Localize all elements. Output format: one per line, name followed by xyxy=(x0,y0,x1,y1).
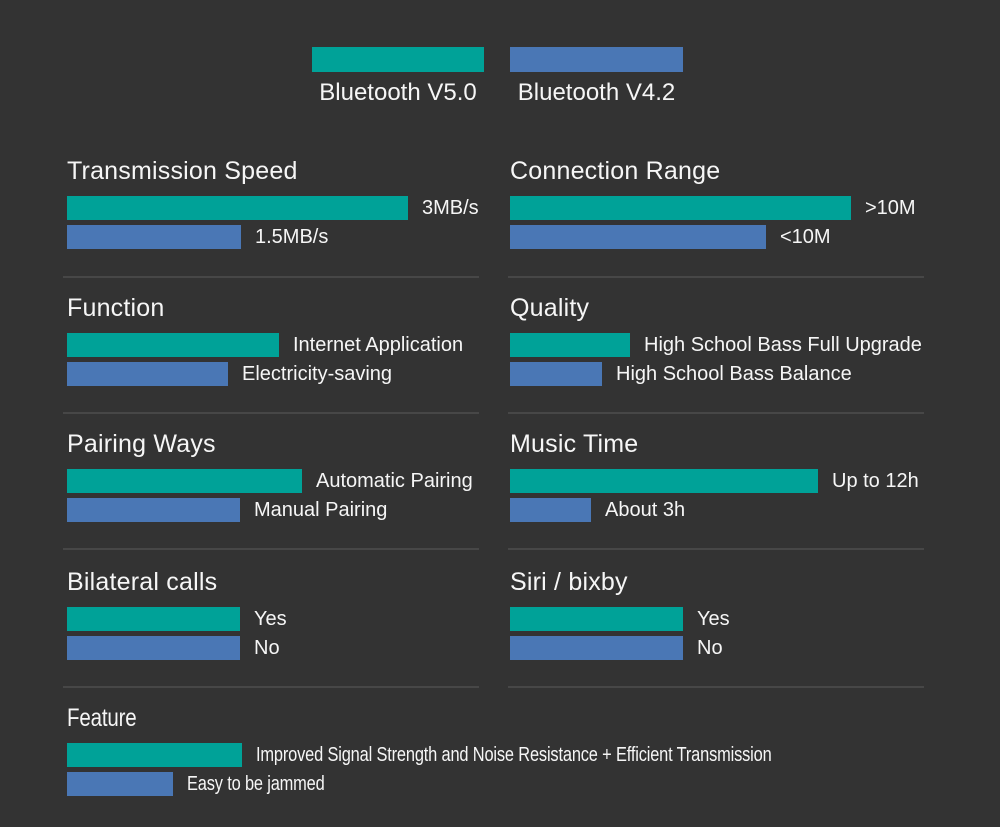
bar-v5 xyxy=(510,607,683,631)
legend-swatch-v5 xyxy=(312,47,484,72)
bar-row-v5: High School Bass Full Upgrade xyxy=(510,333,950,357)
section-transmission-speed: Transmission Speed 3MB/s 1.5MB/s xyxy=(67,155,497,254)
bar-v42 xyxy=(67,636,240,660)
bar-row-v42: Manual Pairing xyxy=(67,498,497,522)
bar-row-v42: About 3h xyxy=(510,498,950,522)
bar-v42 xyxy=(510,362,602,386)
bar-row-v42: 1.5MB/s xyxy=(67,225,497,249)
legend-swatch-v42 xyxy=(510,47,683,72)
bar-v5 xyxy=(510,469,818,493)
bar-row-v5: Up to 12h xyxy=(510,469,950,493)
bar-row-v42: Electricity-saving xyxy=(67,362,497,386)
bar-label-v5: Improved Signal Strength and Noise Resis… xyxy=(256,743,772,766)
bar-v5 xyxy=(67,743,242,767)
bar-row-v42: No xyxy=(67,636,497,660)
bar-row-v42: No xyxy=(510,636,950,660)
bar-v5 xyxy=(67,196,408,220)
bar-row-v42: <10M xyxy=(510,225,950,249)
bar-label-v42: Easy to be jammed xyxy=(187,772,325,795)
divider xyxy=(63,548,479,550)
bar-label-v5: >10M xyxy=(865,196,916,219)
bar-v5 xyxy=(67,469,302,493)
divider xyxy=(508,686,924,688)
section-title: Function xyxy=(67,294,165,322)
bar-row-v5: 3MB/s xyxy=(67,196,497,220)
bar-label-v42: No xyxy=(254,636,280,659)
bar-v5 xyxy=(67,607,240,631)
divider xyxy=(63,412,479,414)
bar-v42 xyxy=(67,362,228,386)
section-music-time: Music Time Up to 12h About 3h xyxy=(510,428,950,527)
section-bilateral-calls: Bilateral calls Yes No xyxy=(67,566,497,665)
bar-row-v5: Automatic Pairing xyxy=(67,469,497,493)
bar-label-v42: 1.5MB/s xyxy=(255,225,329,248)
bar-row-v5: Yes xyxy=(510,607,950,631)
bar-label-v5: 3MB/s xyxy=(422,196,479,219)
bar-v42 xyxy=(510,498,591,522)
divider xyxy=(508,412,924,414)
bar-label-v5: Yes xyxy=(697,607,730,630)
divider xyxy=(63,276,479,278)
section-title: Music Time xyxy=(510,430,639,458)
section-feature: Feature Improved Signal Strength and Noi… xyxy=(67,702,957,801)
bar-row-v42: Easy to be jammed xyxy=(67,772,957,796)
legend-label-v42: Bluetooth V4.2 xyxy=(517,79,676,106)
bar-row-v5: >10M xyxy=(510,196,950,220)
divider xyxy=(508,548,924,550)
legend-label-v5: Bluetooth V5.0 xyxy=(319,79,477,106)
bar-v42 xyxy=(67,498,240,522)
section-connection-range: Connection Range >10M <10M xyxy=(510,155,950,254)
bar-v42 xyxy=(67,772,173,796)
bar-label-v42: No xyxy=(697,636,723,659)
bar-label-v5: Yes xyxy=(254,607,287,630)
divider xyxy=(508,276,924,278)
section-title: Pairing Ways xyxy=(67,430,216,458)
bar-label-v5: Automatic Pairing xyxy=(316,469,473,492)
bar-row-v5: Improved Signal Strength and Noise Resis… xyxy=(67,743,957,767)
bar-row-v42: High School Bass Balance xyxy=(510,362,950,386)
section-title: Quality xyxy=(510,294,590,322)
bar-label-v42: Manual Pairing xyxy=(254,498,388,521)
section-title: Connection Range xyxy=(510,157,721,185)
section-siri-bixby: Siri / bixby Yes No xyxy=(510,566,950,665)
section-title: Transmission Speed xyxy=(67,157,298,185)
section-pairing-ways: Pairing Ways Automatic Pairing Manual Pa… xyxy=(67,428,497,527)
divider xyxy=(63,686,479,688)
bar-label-v5: Internet Application xyxy=(293,333,464,356)
bar-v42 xyxy=(510,225,766,249)
bar-v42 xyxy=(67,225,241,249)
section-title: Bilateral calls xyxy=(67,568,218,596)
bar-label-v42: About 3h xyxy=(605,498,686,521)
bar-label-v42: High School Bass Balance xyxy=(616,362,852,385)
bar-v42 xyxy=(510,636,683,660)
bar-label-v42: <10M xyxy=(780,225,831,248)
bar-label-v5: High School Bass Full Upgrade xyxy=(644,333,922,356)
legend-item-v42: Bluetooth V4.2 xyxy=(510,47,683,106)
bar-label-v42: Electricity-saving xyxy=(242,362,393,385)
bar-row-v5: Yes xyxy=(67,607,497,631)
section-function: Function Internet Application Electricit… xyxy=(67,292,497,391)
section-title: Siri / bixby xyxy=(510,568,628,596)
legend-item-v5: Bluetooth V5.0 xyxy=(312,47,484,106)
bar-v5 xyxy=(67,333,279,357)
bar-row-v5: Internet Application xyxy=(67,333,497,357)
bar-v5 xyxy=(510,196,851,220)
section-title: Feature xyxy=(67,704,137,732)
bar-v5 xyxy=(510,333,630,357)
bar-label-v5: Up to 12h xyxy=(832,469,919,492)
section-quality: Quality High School Bass Full Upgrade Hi… xyxy=(510,292,950,391)
